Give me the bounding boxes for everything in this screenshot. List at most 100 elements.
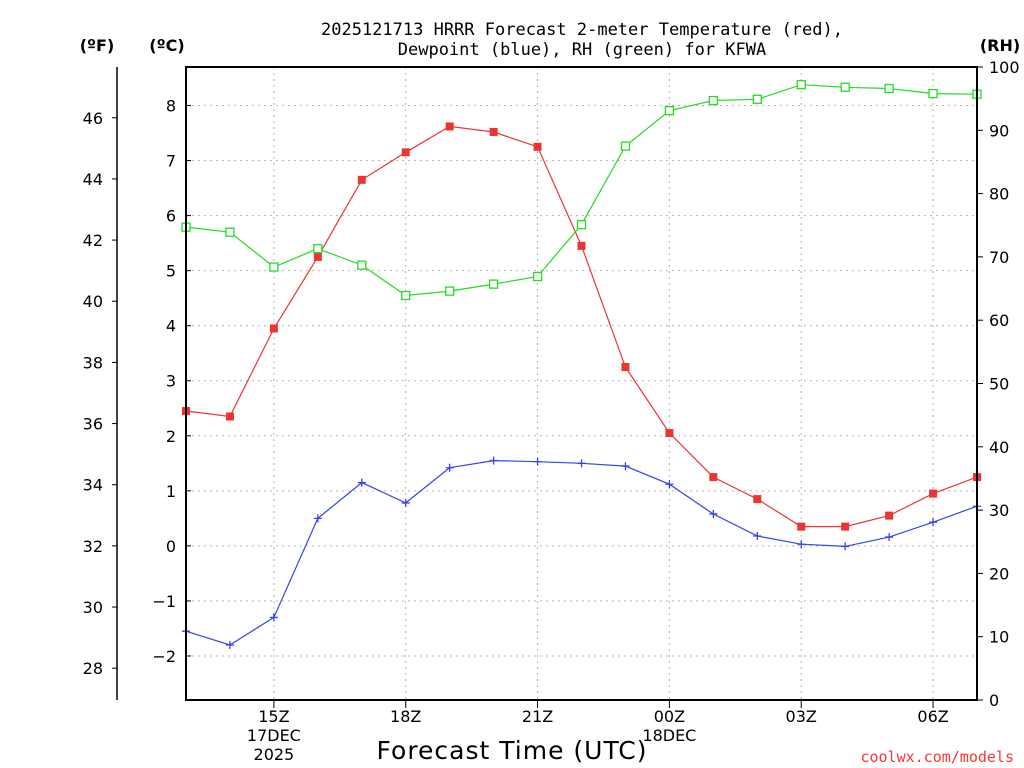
dewpoint-point xyxy=(709,509,718,518)
celsius-tick-label: 1 xyxy=(166,482,176,501)
x-tick-label: 06Z xyxy=(917,707,948,726)
rh-tick-label: 90 xyxy=(989,121,1009,140)
rh-point xyxy=(401,290,411,301)
rh-tick-label: 50 xyxy=(989,375,1009,394)
fahrenheit-tick-label: 44 xyxy=(83,170,103,189)
celsius-tick-label: 8 xyxy=(166,97,176,116)
rh-tick-label: 0 xyxy=(989,691,999,710)
2-meter-temperature-point xyxy=(445,122,454,131)
celsius-tick-label: 5 xyxy=(166,262,176,281)
dewpoint-point xyxy=(797,540,806,549)
rh-tick-label: 30 xyxy=(989,501,1009,520)
x-axis-title: Forecast Time (UTC) xyxy=(377,736,648,765)
rh-point xyxy=(884,83,894,94)
rh-point xyxy=(928,88,938,99)
dewpoint-point xyxy=(357,478,366,487)
fahrenheit-tick-label: 46 xyxy=(83,109,103,128)
dewpoint-point xyxy=(929,518,938,527)
rh-point xyxy=(269,262,279,272)
dewpoint-point xyxy=(445,463,454,472)
chart-title-line2: Dewpoint (blue), RH (green) for KFWA xyxy=(398,40,766,60)
2-meter-temperature-point xyxy=(401,148,410,157)
fahrenheit-tick-label: 34 xyxy=(83,476,103,495)
x-tick-label: 00Z xyxy=(654,707,685,726)
rh-point xyxy=(225,227,235,237)
rh-point xyxy=(752,94,762,104)
dewpoint-point xyxy=(269,613,278,622)
rh-point xyxy=(576,219,587,230)
dewpoint-point xyxy=(401,498,410,507)
dewpoint-point xyxy=(621,462,630,471)
2-meter-temperature-point xyxy=(533,142,542,151)
rh-tick-label: 70 xyxy=(989,248,1009,267)
fahrenheit-tick-label: 38 xyxy=(83,353,103,372)
celsius-unit-label: (ºC) xyxy=(149,36,184,55)
celsius-tick-label: −2 xyxy=(152,647,176,666)
dewpoint-point xyxy=(313,514,322,523)
rh-tick-label: 40 xyxy=(989,438,1009,457)
celsius-tick-label: 7 xyxy=(166,152,176,171)
credit-text: coolwx.com/models xyxy=(860,748,1014,766)
2-meter-temperature-point xyxy=(577,241,586,250)
x-tick-label: 21Z xyxy=(522,707,553,726)
rh-tick-label: 100 xyxy=(989,58,1020,77)
2-meter-temperature-point xyxy=(313,252,322,261)
2-meter-temperature-point xyxy=(489,127,498,136)
dewpoint-point xyxy=(885,533,894,542)
fahrenheit-tick-label: 32 xyxy=(83,537,103,556)
x-tick-date: 18DEC xyxy=(642,726,696,745)
x-tick-label: 18Z xyxy=(390,707,421,726)
dewpoint-point xyxy=(577,459,586,468)
2-meter-temperature-point xyxy=(709,473,718,482)
grid xyxy=(186,67,977,700)
dewpoint-line xyxy=(185,459,978,646)
dewpoint-point xyxy=(665,480,674,489)
rh-tick-label: 60 xyxy=(989,311,1009,330)
2-meter-temperature-point xyxy=(225,412,234,421)
rh-point xyxy=(532,271,543,282)
dewpoint-point xyxy=(489,456,498,465)
2-meter-temperature-point xyxy=(269,324,278,333)
2-meter-temperature-point xyxy=(797,522,806,531)
fahrenheit-tick-label: 36 xyxy=(83,415,103,434)
rh-point xyxy=(664,106,675,116)
dewpoint-point xyxy=(533,457,542,466)
fahrenheit-tick-label: 42 xyxy=(83,231,103,250)
x-tick-year: 2025 xyxy=(254,745,295,764)
rh-point xyxy=(620,141,631,151)
rh-point xyxy=(796,80,806,90)
2-meter-temperature-point xyxy=(621,362,630,371)
2-meter-temperature-point xyxy=(665,429,674,438)
rh-tick-label: 20 xyxy=(989,564,1009,583)
chart-title-line1: 2025121713 HRRR Forecast 2-meter Tempera… xyxy=(321,20,843,40)
series xyxy=(181,80,982,649)
rh-line xyxy=(185,84,978,297)
plot-frame xyxy=(185,66,978,701)
rh-point xyxy=(708,95,718,106)
2-meter-temperature-point xyxy=(357,175,366,184)
2-meter-temperature-point xyxy=(841,522,850,531)
2-meter-temperature-point xyxy=(753,495,762,504)
rh-point xyxy=(488,279,499,289)
x-tick-label: 15Z xyxy=(258,707,289,726)
fahrenheit-tick-label: 30 xyxy=(83,598,103,617)
dewpoint-point xyxy=(753,531,762,540)
celsius-tick-label: −1 xyxy=(152,592,176,611)
celsius-tick-label: 3 xyxy=(166,372,176,391)
x-tick-label: 03Z xyxy=(786,707,817,726)
celsius-tick-label: 4 xyxy=(166,317,176,336)
fahrenheit-tick-label: 28 xyxy=(83,659,103,678)
rh-point xyxy=(313,244,323,254)
rh-tick-label: 80 xyxy=(989,185,1009,204)
fahrenheit-unit-label: (ºF) xyxy=(80,36,115,55)
2-meter-temperature-point xyxy=(885,511,894,520)
2-meter-temperature-point xyxy=(929,489,938,498)
rh-point xyxy=(357,260,367,270)
dewpoint-point xyxy=(225,640,234,649)
rh-unit-label: (RH) xyxy=(980,36,1020,55)
rh-point xyxy=(445,286,455,296)
rh-tick-label: 10 xyxy=(989,628,1009,647)
dewpoint-point xyxy=(841,542,850,551)
